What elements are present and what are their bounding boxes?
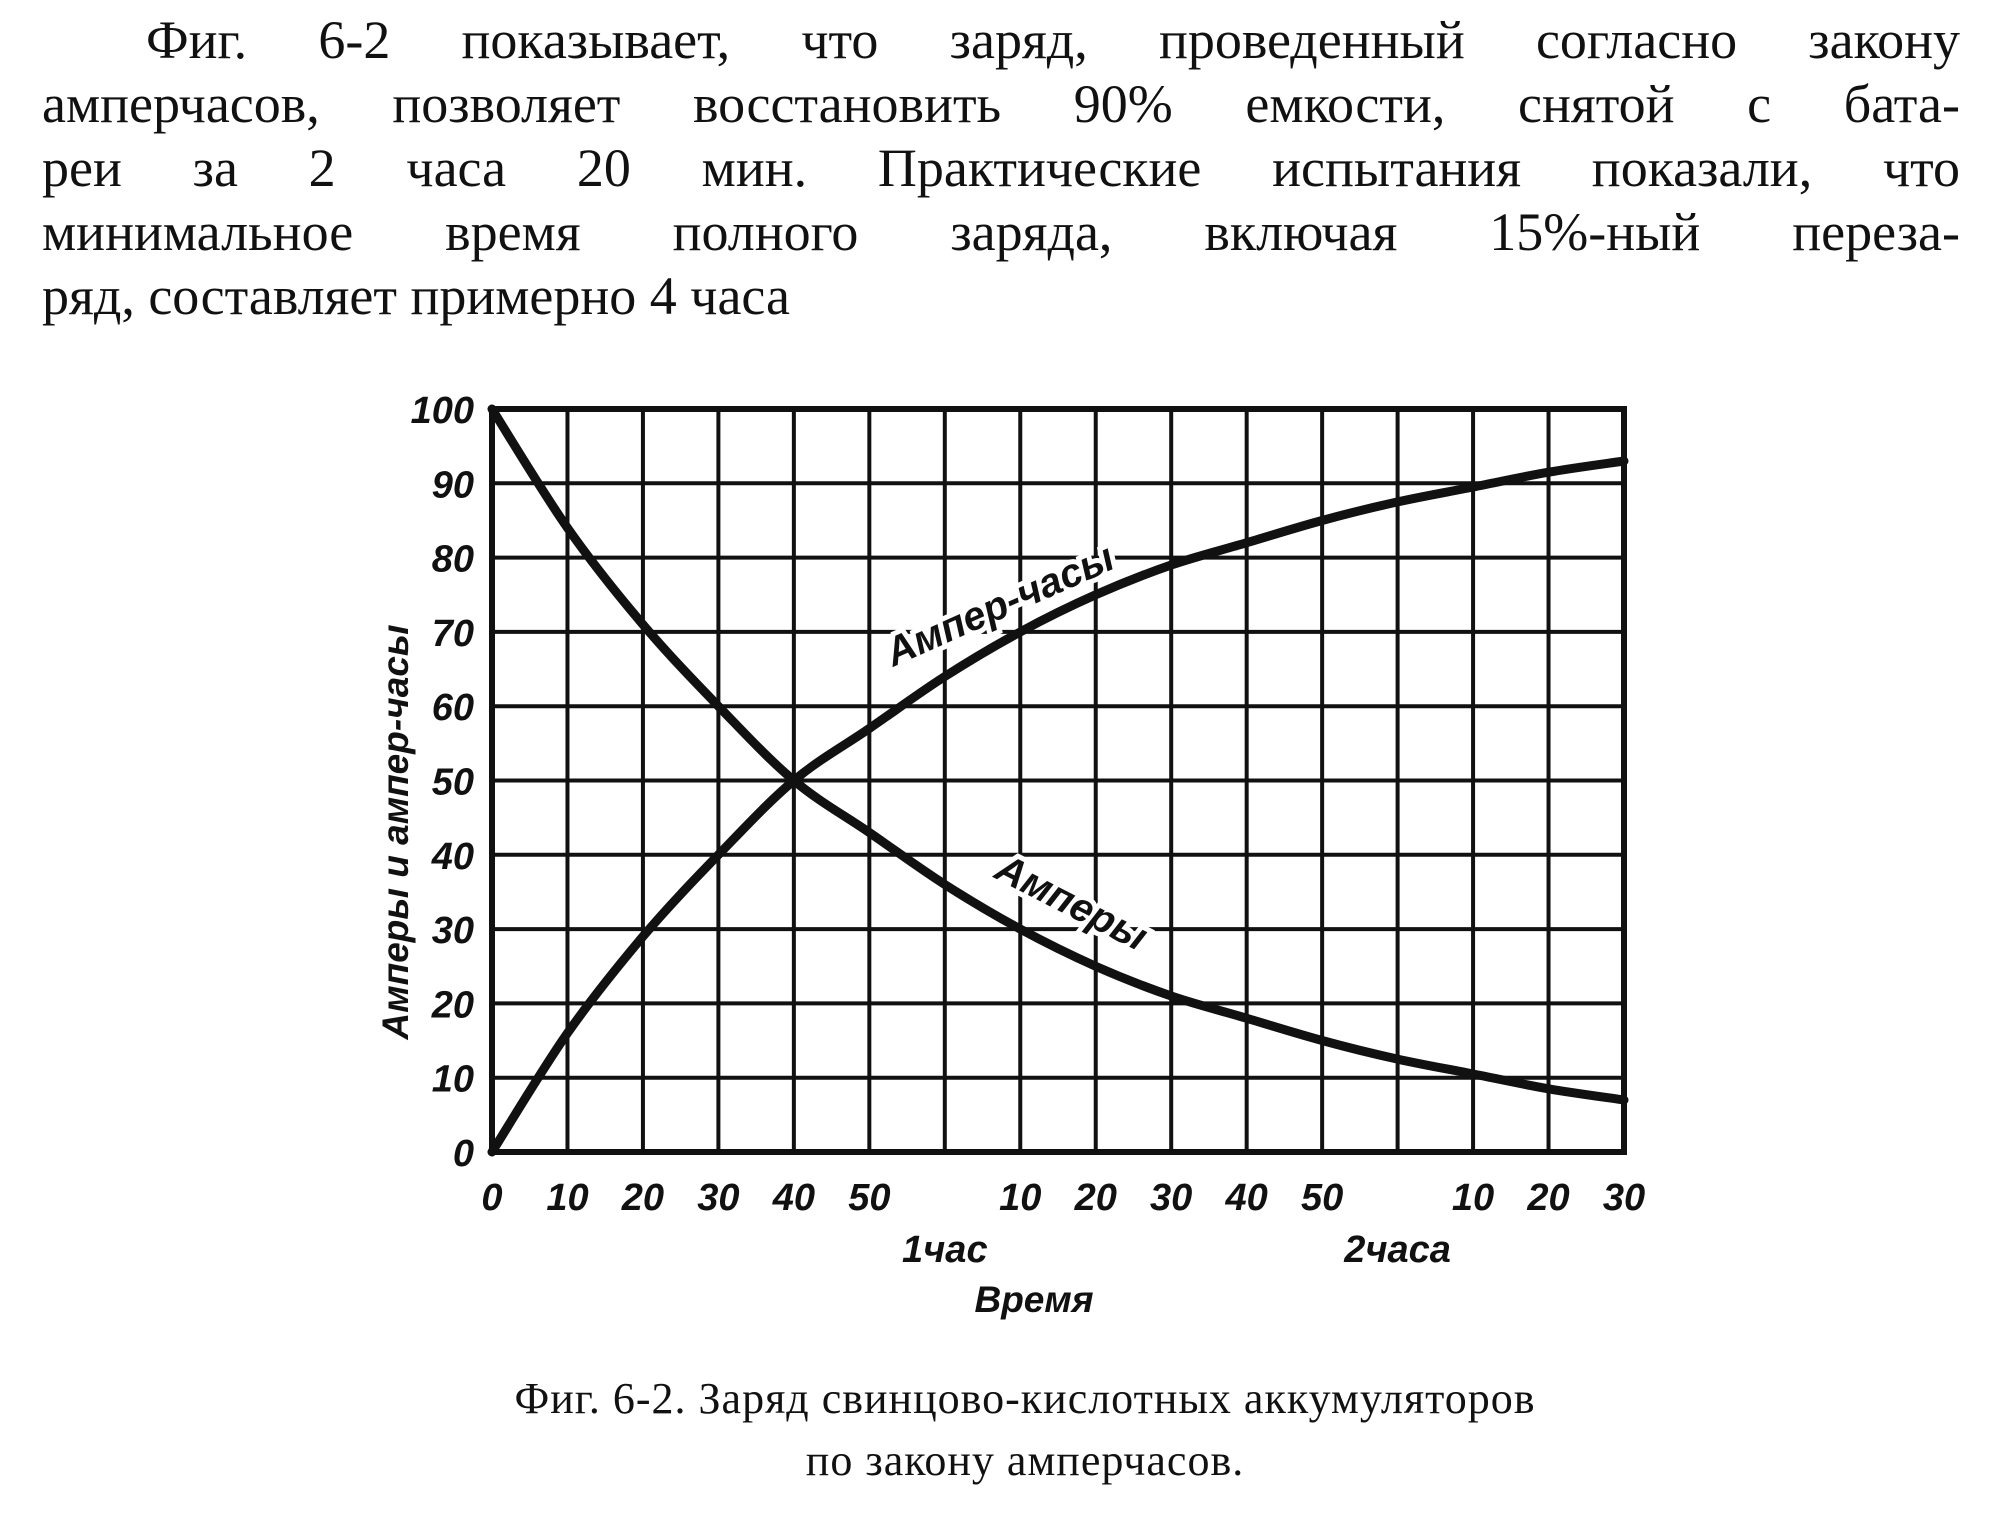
x-tick-label: 10 [546,1177,588,1219]
caption-line-1: Фиг. 6-2. Заряд свинцово-кислотных аккум… [514,1374,1536,1423]
x-tick-label: 30 [697,1177,739,1219]
y-tick-label: 0 [453,1133,474,1175]
x-tick-label: 40 [772,1177,815,1219]
hour-label: 2часа [1343,1229,1451,1271]
y-tick-label: 10 [432,1059,474,1101]
x-tick-label: 20 [621,1177,664,1219]
paragraph-line: ряд, составляет примерно 4 часа [42,266,791,326]
chart-frame [489,406,1627,1155]
paragraph-line: амперчасов, позволяет восстановить 90% е… [42,74,1960,134]
x-tick-label: 50 [1301,1177,1343,1219]
x-tick-label: 20 [1074,1177,1117,1219]
x-tick-label: 10 [999,1177,1041,1219]
x-tick-label: 30 [1150,1177,1192,1219]
x-tick-label: 50 [848,1177,890,1219]
hour-label: 1час [902,1229,988,1271]
x-axis-label: Время [974,1279,1093,1320]
y-tick-label: 30 [432,910,474,952]
y-tick-labels: 0 10 20 30 40 50 60 70 80 90 100 [411,390,474,1175]
y-axis-label: Амперы и ампер-часы [375,624,416,1040]
chart-grid [490,407,1626,1154]
x-tick-label: 40 [1225,1177,1268,1219]
x-tick-label: 20 [1526,1177,1569,1219]
x-tick-label: 30 [1603,1177,1645,1219]
caption-line-2: по закону амперчасов. [805,1436,1245,1485]
body-paragraph: Фиг. 6-2 показывает, что заряд, проведен… [42,8,1960,328]
y-tick-label: 100 [411,390,474,432]
x-tick-label: 0 [481,1177,502,1219]
y-tick-label: 20 [431,984,474,1026]
y-tick-label: 70 [432,613,474,655]
paragraph-line: минимальное время полного заряда, включа… [42,202,1960,262]
chart-series [487,404,1629,1157]
x-tick-label: 10 [1452,1177,1494,1219]
amperes-curve [487,404,1629,1105]
hour-labels: 1час 2часа [902,1229,1451,1271]
y-tick-label: 60 [432,687,474,729]
y-tick-label: 50 [432,762,474,804]
y-tick-label: 40 [431,836,474,878]
plot-border [489,406,1627,1155]
x-tick-labels: 0 10 20 30 40 50 10 20 30 40 50 10 20 30 [481,1177,1645,1219]
figure-caption: Фиг. 6-2. Заряд свинцово-кислотных аккум… [0,1368,2000,1492]
ampere-hours-curve [487,456,1629,1157]
y-tick-label: 90 [432,464,474,506]
y-tick-label: 80 [432,539,474,581]
paragraph-line: реи за 2 часа 20 мин. Практические испыт… [42,138,1960,198]
paragraph-line: Фиг. 6-2 показывает, что заряд, проведен… [146,10,1960,70]
series-label-amperes: Амперы [988,845,1155,959]
